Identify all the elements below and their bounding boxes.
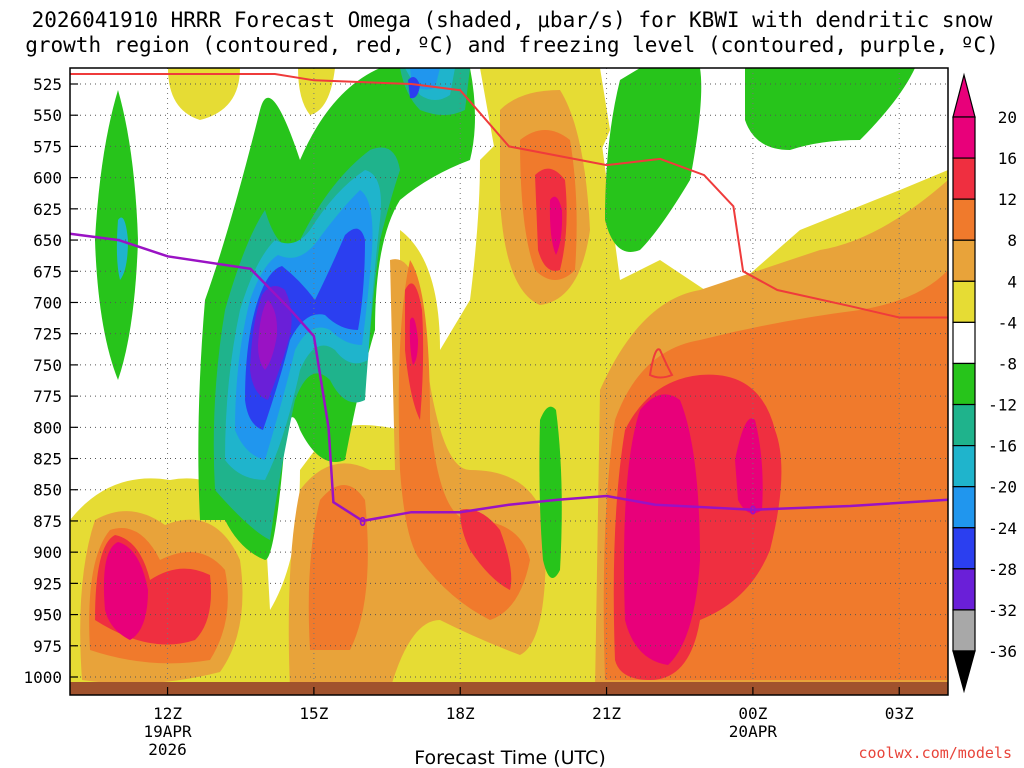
y-tick-label: 900 (33, 543, 62, 562)
colorbar-label: 12 (998, 190, 1017, 209)
x-tick-date: 20APR (729, 722, 778, 741)
colorbar-swatch (952, 445, 976, 488)
omega-field-red-mid (405, 283, 512, 590)
colorbar-swatch (952, 403, 976, 447)
colorbar-label: -32 (988, 601, 1017, 620)
y-tick-label: 775 (33, 387, 62, 406)
colorbar-swatch (952, 568, 976, 611)
colorbar-label: -16 (988, 437, 1017, 456)
y-tick-label: 575 (33, 137, 62, 156)
y-tick-label: 725 (33, 325, 62, 344)
y-tick-label: 550 (33, 106, 62, 125)
colorbar-label: -8 (998, 354, 1017, 373)
y-tick-label: 975 (33, 637, 62, 656)
omega-field-blue-center (245, 76, 420, 430)
colorbar-swatch (952, 157, 976, 200)
x-axis-title: Forecast Time (UTC) (414, 747, 605, 768)
omega-cell-min-center (258, 300, 278, 370)
colorbar-label: -12 (988, 396, 1017, 415)
colorbar-label: -36 (988, 642, 1017, 661)
credit-text: coolwx.com/models (858, 744, 1012, 762)
colorbar-bottom-arrow (952, 650, 976, 694)
ground-surface (70, 682, 948, 695)
x-tick-label: 18Z (446, 704, 475, 723)
plot-frame (69, 67, 949, 696)
colorbar-swatch (952, 198, 976, 241)
y-tick-label: 750 (33, 356, 62, 375)
y-tick-label: 700 (33, 293, 62, 312)
x-tick-label: 03Z (885, 704, 914, 723)
omega-shading (70, 68, 948, 695)
x-tick-year: 2026 (148, 740, 187, 759)
colorbar: 20 16 12 8 4 -4 -8 -12 -16 -20 -24 -28 -32 -36 (952, 72, 1017, 694)
y-tick-label: 650 (33, 231, 62, 250)
y-axis: 525 550 575 600 625 650 675 700 725 750 775 800 825 8… (23, 75, 78, 687)
omega-cell-max-upper (549, 196, 563, 255)
colorbar-swatch (952, 280, 976, 323)
y-tick-label: 600 (33, 169, 62, 188)
freezing-level-label: 0 (359, 515, 366, 529)
dendritic-growth-contour-loop (648, 348, 674, 379)
colorbar-label: -20 (988, 478, 1017, 497)
colorbar-swatch (952, 362, 976, 406)
x-tick-label: 15Z (299, 704, 328, 723)
x-tick-date: 19APR (143, 722, 192, 741)
y-tick-label: 525 (33, 75, 62, 94)
omega-cell-max-mid (409, 317, 418, 365)
y-tick-label: 850 (33, 481, 62, 500)
x-tick-label: 12Z (153, 704, 182, 723)
colorbar-label: -4 (998, 313, 1017, 332)
omega-field-green-mid (539, 406, 562, 578)
x-tick-label: 00Z (738, 704, 767, 723)
colorbar-label: -28 (988, 560, 1017, 579)
chart-title-line-2: growth region (contoured, red, ºC) and f… (25, 33, 999, 57)
y-tick-label: 625 (33, 200, 62, 219)
colorbar-label: 8 (1007, 231, 1017, 250)
colorbar-swatch (952, 239, 976, 282)
freezing-level-contour (70, 232, 948, 523)
colorbar-swatch (952, 486, 976, 529)
freezing-level-labels: 00 (359, 504, 756, 529)
chart-title-line-1: 2026041910 HRRR Forecast Omega (shaded, … (31, 8, 993, 32)
dendritic-growth-contour (70, 73, 948, 319)
colorbar-top-arrow (952, 72, 976, 118)
y-tick-label: 1000 (23, 668, 62, 687)
y-tick-label: 950 (33, 606, 62, 625)
colorbar-swatch (952, 321, 976, 365)
omega-field-green-left (95, 90, 138, 380)
freezing-level-label: 0 (749, 504, 756, 518)
x-tick-label: 21Z (592, 704, 621, 723)
y-tick-label: 800 (33, 418, 62, 437)
y-tick-label: 875 (33, 512, 62, 531)
omega-field-green-upper-right (605, 68, 915, 252)
colorbar-swatch (952, 609, 976, 652)
y-tick-label: 675 (33, 262, 62, 281)
y-tick-label: 925 (33, 574, 62, 593)
colorbar-swatch (952, 116, 976, 159)
colorbar-label: 16 (998, 149, 1017, 168)
omega-cell-max-left (103, 542, 148, 640)
y-tick-label: 825 (33, 450, 62, 469)
omega-cell-max-right (624, 394, 700, 665)
colorbar-swatch (952, 527, 976, 570)
colorbar-label: 20 (998, 108, 1017, 127)
colorbar-label: 4 (1007, 272, 1017, 291)
omega-field-yellow-top (168, 68, 610, 203)
colorbar-label: -24 (988, 519, 1017, 538)
